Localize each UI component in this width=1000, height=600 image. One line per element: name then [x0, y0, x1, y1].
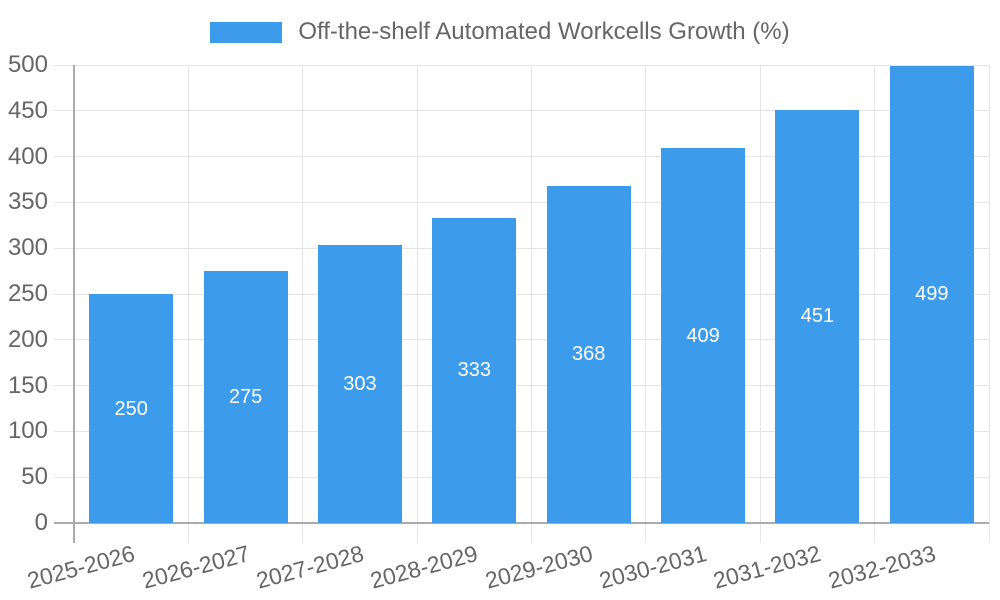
y-tick-label: 100	[7, 417, 48, 445]
gridline-horizontal	[54, 293, 989, 295]
gridline-horizontal	[54, 156, 989, 158]
y-tick-label: 450	[7, 96, 48, 124]
bar-value-label: 250	[114, 397, 148, 420]
y-tick-label: 200	[7, 325, 48, 353]
y-tick-label: 150	[7, 371, 48, 399]
y-tick-label: 0	[34, 509, 48, 536]
gridline-horizontal	[54, 339, 989, 341]
bar[interactable]	[546, 185, 631, 523]
x-axis-line	[54, 522, 989, 524]
y-tick-label: 350	[7, 188, 48, 216]
y-axis-line	[73, 65, 75, 543]
x-tick-label: 2029-2030	[482, 540, 596, 594]
gridline-horizontal	[54, 201, 989, 203]
bar-value-label: 303	[343, 373, 377, 396]
x-tick-label: 2027-2028	[253, 540, 367, 594]
bar[interactable]	[775, 109, 860, 523]
gridline-vertical	[645, 65, 647, 543]
bar[interactable]	[203, 271, 288, 523]
x-tick-label: 2032-2033	[825, 540, 939, 594]
gridline-horizontal	[54, 430, 989, 432]
gridline-horizontal	[54, 476, 989, 478]
legend: Off-the-shelf Automated Workcells Growth…	[0, 14, 1000, 50]
bar[interactable]	[432, 217, 517, 523]
bar[interactable]	[89, 294, 174, 523]
y-tick-label: 400	[7, 142, 48, 170]
gridline-horizontal	[54, 64, 989, 66]
bar-value-label: 333	[457, 359, 491, 382]
gridline-vertical	[416, 65, 418, 543]
bar[interactable]	[661, 148, 746, 523]
gridline-vertical	[874, 65, 876, 543]
y-tick-label: 250	[7, 280, 48, 307]
gridline-vertical	[988, 65, 990, 543]
x-tick-label: 2026-2027	[139, 540, 253, 594]
y-tick-label: 300	[7, 234, 48, 262]
y-tick-label: 500	[7, 51, 48, 78]
gridline-horizontal	[54, 385, 989, 387]
legend-swatch	[210, 21, 283, 43]
legend-item[interactable]: Off-the-shelf Automated Workcells Growth…	[210, 18, 790, 46]
bar[interactable]	[889, 65, 974, 523]
bar-value-label: 451	[800, 305, 835, 328]
gridline-vertical	[531, 65, 532, 543]
gridline-horizontal	[54, 247, 989, 249]
bar-value-label: 275	[228, 386, 263, 409]
x-tick-label: 2028-2029	[367, 540, 481, 594]
bar-value-label: 499	[915, 283, 949, 306]
bar-value-label: 409	[686, 324, 720, 347]
legend-label: Off-the-shelf Automated Workcells Growth…	[298, 18, 790, 45]
gridline-vertical	[187, 65, 189, 543]
bar[interactable]	[317, 245, 402, 523]
y-tick-label: 50	[21, 463, 48, 491]
x-tick-label: 2030-2031	[596, 540, 710, 594]
gridline-vertical	[302, 65, 304, 543]
x-tick-label: 2025-2026	[24, 540, 138, 594]
gridline-horizontal	[54, 110, 989, 112]
bar-value-label: 368	[572, 343, 606, 366]
x-tick-label: 2031-2032	[710, 540, 824, 594]
gridline-vertical	[759, 65, 761, 543]
